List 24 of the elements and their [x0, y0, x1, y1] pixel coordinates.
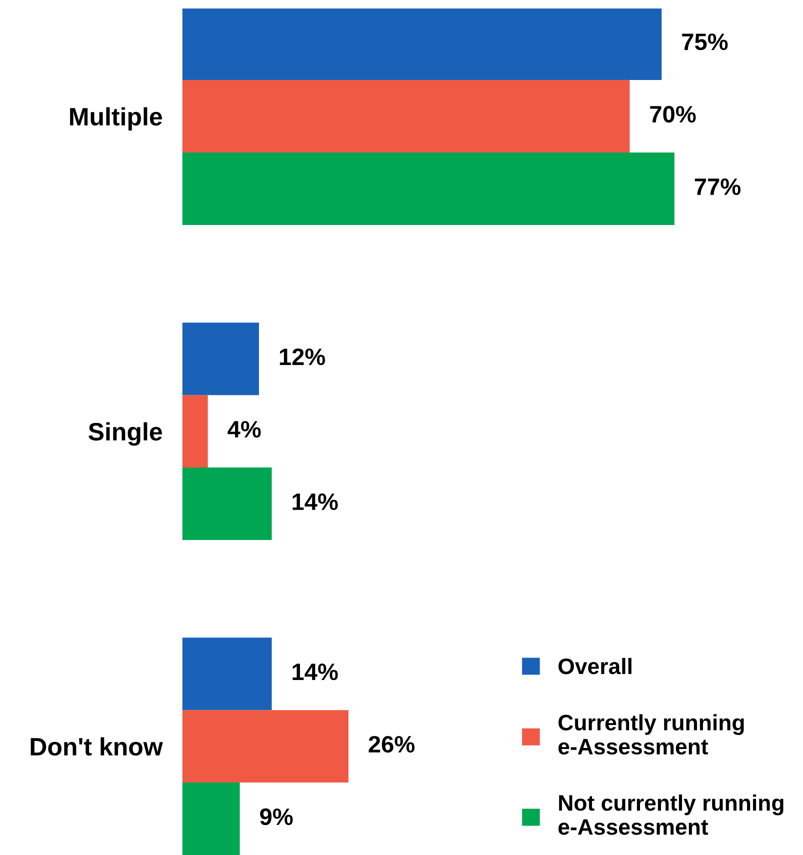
bar — [182, 468, 272, 540]
legend-label: Not currently running e-Assessment — [558, 794, 784, 835]
bar — [182, 638, 272, 710]
bar — [182, 152, 674, 225]
bar — [182, 322, 259, 396]
data-label: 4% — [228, 420, 261, 438]
bar — [182, 782, 240, 855]
data-label: 14% — [292, 664, 338, 680]
bar — [182, 710, 348, 783]
data-label: 9% — [260, 808, 293, 826]
legend-label: Currently running e-Assessment — [558, 714, 744, 755]
data-label: 70% — [650, 106, 696, 123]
bar — [182, 395, 208, 468]
data-label: 26% — [368, 736, 415, 753]
data-label: 14% — [292, 493, 338, 510]
data-label: 75% — [682, 34, 728, 50]
data-label: 77% — [694, 178, 741, 196]
bar — [182, 80, 630, 153]
data-label: 12% — [280, 348, 326, 366]
y-tick-label: Multiple — [70, 107, 162, 131]
bar — [182, 8, 662, 80]
y-tick-label: Single — [88, 422, 162, 446]
legend-label: Overall — [558, 658, 632, 674]
y-tick-label: Don't know — [30, 737, 163, 756]
